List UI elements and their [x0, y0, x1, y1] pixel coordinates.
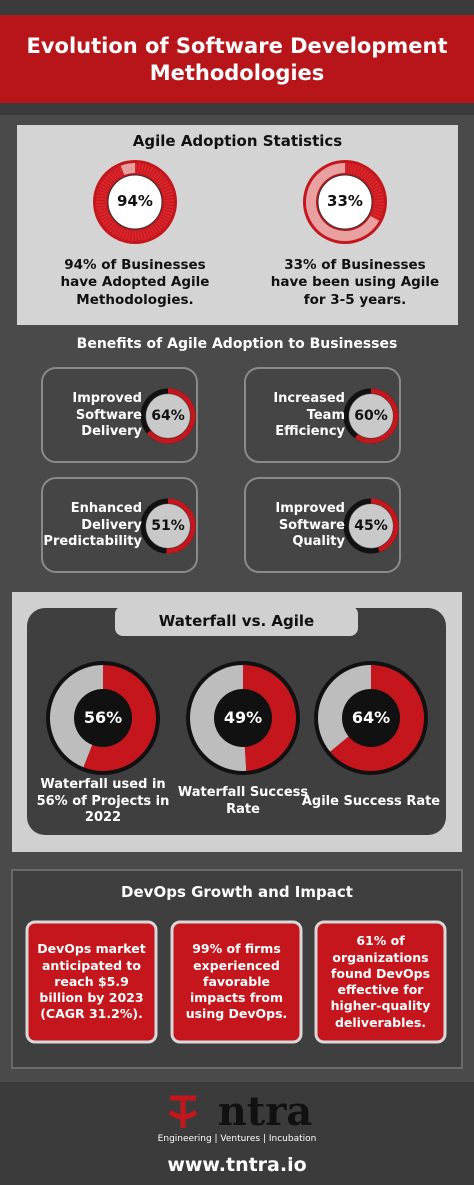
url[interactable]: www.tntra.io — [167, 1153, 307, 1176]
section-heading: DevOps Growth and Impact — [121, 883, 353, 902]
pie-label: 64% — [351, 707, 391, 727]
devops-text: DevOps market anticipated to reach $5.9 … — [37, 941, 146, 1022]
pie-caption: Agile Success Rate — [301, 793, 441, 809]
ring-label: 64% — [151, 407, 185, 424]
stat-caption: 94% of Businesses have Adopted Agile Met… — [60, 256, 210, 308]
devops-card — [314, 920, 447, 1044]
ring-label: 33% — [327, 192, 363, 211]
ring-center — [146, 394, 190, 438]
ring-label: 51% — [151, 517, 185, 534]
title: Evolution of Software Development Method… — [26, 33, 448, 85]
section-heading: Agile Adoption Statistics — [132, 132, 343, 151]
ring-arc — [344, 163, 384, 221]
devops-card — [25, 920, 158, 1044]
benefit-text: Improved Software Delivery — [72, 390, 142, 440]
brand: ntra — [217, 1088, 313, 1135]
ring-arc — [96, 163, 174, 241]
devops-text: 99% of firms experienced favorable impac… — [185, 941, 288, 1022]
ring-arc — [146, 388, 196, 444]
pie-center — [214, 689, 272, 747]
ring-track — [120, 163, 136, 176]
benefit-text: Improved Software Quality — [275, 500, 345, 550]
benefit-text: Increased Team Efficiency — [273, 390, 345, 440]
ring-center — [107, 174, 163, 230]
benefit-text: Enhanced Delivery Predictability — [43, 500, 142, 550]
ring-track — [306, 163, 380, 241]
stat-caption: 33% of Businesses have been using Agile … — [270, 256, 440, 308]
pie-caption: Waterfall used in 56% of Projects in 202… — [36, 776, 170, 826]
section-heading: Waterfall vs. Agile — [158, 612, 315, 631]
devops-text: 61% of organizations found DevOps effect… — [330, 933, 431, 1030]
ring-arc — [354, 388, 399, 444]
ring-center — [349, 394, 393, 438]
ring-center — [146, 504, 190, 548]
pie-center — [74, 689, 132, 747]
ring-center — [349, 504, 393, 548]
ring-center — [317, 174, 373, 230]
section-heading: Benefits of Agile Adoption to Businesses — [76, 335, 398, 352]
ring-arc — [370, 498, 399, 553]
ring-arc — [166, 498, 196, 554]
ring-label: 45% — [354, 517, 388, 534]
ring-label: 60% — [354, 407, 388, 424]
tagline: Engineering | Ventures | Incubation — [157, 1134, 317, 1145]
pie-label: 49% — [223, 707, 263, 727]
pie-label: 56% — [83, 707, 123, 727]
devops-card — [170, 920, 303, 1044]
ring-label: 94% — [117, 192, 153, 211]
pie-center — [342, 689, 400, 747]
pie-caption: Waterfall Success Rate — [177, 785, 309, 817]
